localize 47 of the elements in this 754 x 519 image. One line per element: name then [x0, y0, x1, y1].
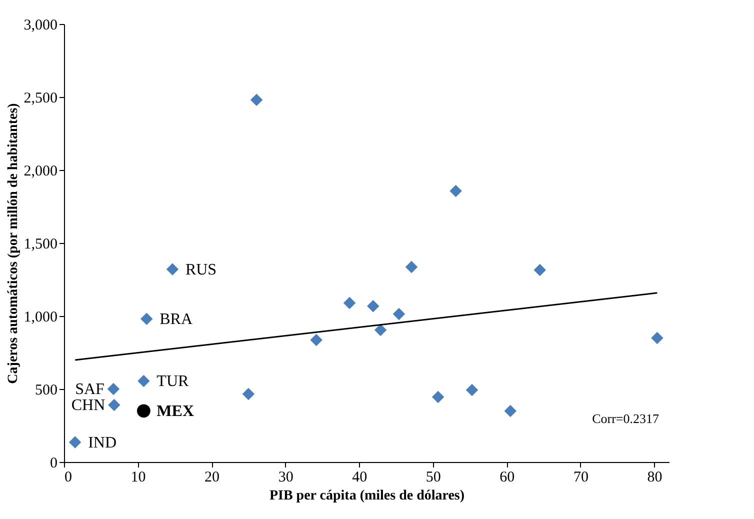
annotation: RUS: [185, 261, 217, 278]
point: [504, 404, 516, 418]
annotation: MEX: [156, 402, 194, 420]
x-tick-label: 30: [278, 470, 294, 486]
annotation: Corr=0.2317: [592, 411, 660, 426]
point: [651, 332, 664, 344]
point: [534, 264, 546, 276]
x-tick-label: 80: [647, 470, 662, 486]
point: [108, 398, 120, 412]
point: [367, 300, 380, 312]
x-tick-label: 50: [426, 470, 441, 486]
y-tick-label: 1,500: [24, 236, 58, 252]
point: [138, 374, 150, 388]
point: [374, 324, 387, 336]
point: [466, 384, 478, 396]
point: [107, 382, 120, 396]
point: [68, 436, 82, 448]
x-tick-label: 40: [352, 470, 368, 486]
annotation: TUR: [156, 372, 190, 390]
y-tick-label: 500: [35, 382, 58, 398]
point: [450, 184, 462, 198]
x-tick-label: 70: [573, 470, 588, 486]
point: [250, 94, 263, 106]
x-tick-label: 60: [500, 470, 515, 486]
x-tick-label: 10: [130, 470, 146, 486]
y-tick-label: 2,000: [24, 164, 58, 180]
point: [242, 388, 255, 400]
point: [432, 390, 444, 404]
point: [405, 260, 418, 274]
y-tick-label: 2,500: [24, 90, 58, 106]
x-tick-label: 20: [204, 470, 220, 486]
x-axis-title: PIB per cápita (miles de dólares): [269, 488, 465, 504]
y-axis-title: Cajeros automáticos (por millón de habitantes): [6, 102, 21, 384]
x-tick-label: 0: [64, 470, 72, 486]
point: [343, 296, 356, 310]
point: [392, 308, 406, 320]
point: [310, 334, 322, 346]
annotation: BRA: [160, 310, 193, 328]
annotation: CHN: [71, 397, 106, 414]
annotation: IND: [88, 434, 117, 452]
annotation: SAF: [75, 381, 105, 398]
y-tick-label: 0: [50, 456, 58, 472]
point: [166, 263, 179, 276]
y-tick-label: 1,000: [24, 310, 58, 326]
y-tick-label: 3,000: [24, 18, 58, 34]
point: [140, 312, 153, 326]
point: [136, 404, 150, 418]
